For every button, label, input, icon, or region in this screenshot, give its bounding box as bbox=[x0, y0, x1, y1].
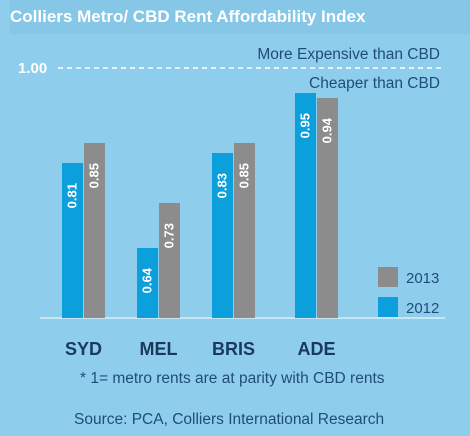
chart-title: Colliers Metro/ CBD Rent Affordability I… bbox=[10, 0, 470, 34]
category-label-bris: BRIS bbox=[212, 339, 255, 359]
legend-label-2013: 2013 bbox=[406, 270, 439, 287]
annotation-cheaper: Cheaper than CBD bbox=[309, 75, 440, 92]
footnote: * 1= metro rents are at parity with CBD … bbox=[80, 370, 385, 387]
bar-bris-2013 bbox=[234, 143, 255, 318]
value-label-syd-2012: 0.81 bbox=[65, 183, 80, 208]
value-label-syd-2013: 0.85 bbox=[87, 163, 102, 188]
bar-ade-2012 bbox=[295, 93, 316, 318]
bar-ade-2013 bbox=[317, 98, 338, 318]
category-label-syd: SYD bbox=[65, 339, 102, 359]
bar-syd-2013 bbox=[84, 143, 105, 318]
annotation-more-expensive: More Expensive than CBD bbox=[257, 46, 440, 63]
legend-label-2012: 2012 bbox=[406, 300, 439, 317]
value-label-ade-2013: 0.94 bbox=[320, 117, 335, 143]
value-label-mel-2012: 0.64 bbox=[140, 267, 155, 293]
value-label-bris-2012: 0.83 bbox=[215, 173, 230, 198]
legend-swatch-2013 bbox=[378, 267, 398, 287]
bar-mel-2013 bbox=[159, 203, 180, 318]
bar-bris-2012 bbox=[212, 153, 233, 318]
bar-syd-2012 bbox=[62, 163, 83, 318]
legend-swatch-2012 bbox=[378, 297, 398, 317]
value-label-mel-2013: 0.73 bbox=[162, 223, 177, 248]
parity-value-label: 1.00 bbox=[18, 60, 47, 77]
category-label-ade: ADE bbox=[297, 339, 335, 359]
value-label-ade-2012: 0.95 bbox=[298, 113, 313, 138]
value-label-bris-2013: 0.85 bbox=[237, 163, 252, 188]
bar-mel-2012 bbox=[137, 248, 158, 318]
category-label-mel: MEL bbox=[140, 339, 178, 359]
source-note: Source: PCA, Colliers International Rese… bbox=[74, 411, 385, 428]
